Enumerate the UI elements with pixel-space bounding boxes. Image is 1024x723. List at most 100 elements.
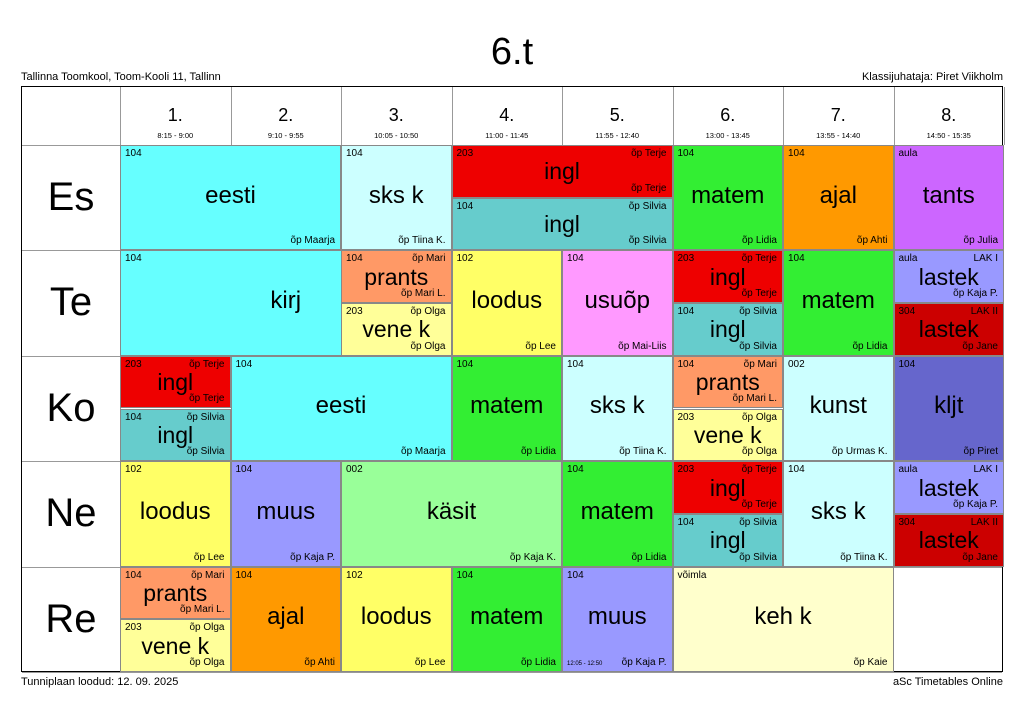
lesson-room: 304 [898, 306, 916, 318]
lesson-subject: ajal [819, 181, 857, 209]
lesson-cell[interactable]: 203 õp Olga vene k õp Olga [341, 303, 452, 356]
period-number: 6. [720, 105, 736, 125]
lesson-cell[interactable]: võimla keh k õp Kaie [672, 566, 894, 672]
lesson-room: 102 [346, 569, 363, 581]
lesson-teacher: õp Terje [631, 182, 667, 194]
lesson-subject: käsit [426, 497, 477, 525]
created-date: Tunniplaan loodud: 12. 09. 2025 [21, 676, 179, 688]
lesson-cell[interactable]: 203 õp Terje ingl õp Terje [120, 355, 231, 409]
lesson-cell[interactable]: 104 eesti õp Maarja [230, 355, 452, 462]
lesson-cell[interactable]: 002 käsit õp Kaja K. [341, 461, 562, 567]
lesson-room: 304 [898, 516, 916, 528]
grid-vline [1004, 87, 1005, 145]
lesson-cell[interactable]: 104 muus õp Kaja P. 12:05 - 12:50 [562, 566, 673, 672]
lesson-teacher-short: õp Silvia [628, 200, 667, 212]
lesson-cell[interactable]: 304 LAK II lastek õp Jane [893, 513, 1004, 567]
lesson-teacher: õp Silvia [739, 551, 777, 563]
lesson-group: LAK I [973, 253, 998, 265]
lesson-subject: ingl [709, 316, 746, 343]
lesson-teacher: õp Lidia [520, 446, 556, 458]
lesson-cell[interactable]: 102 loodus õp Lee [451, 250, 562, 356]
lesson-teacher: õp Julia [963, 235, 998, 247]
day-label: Te [49, 280, 93, 325]
lesson-room: 203 [346, 306, 363, 318]
lesson-room: võimla [677, 569, 707, 581]
lesson-cell[interactable]: 104 matem õp Lidia [783, 250, 894, 356]
lesson-subject: sks k [589, 392, 645, 420]
lesson-room: 102 [125, 464, 142, 476]
lesson-teacher: õp Jane [962, 340, 998, 352]
grid-vline [451, 87, 453, 145]
lesson-teacher: õp Mari L. [732, 393, 777, 405]
lesson-cell[interactable]: 203 õp Olga vene k õp Olga [120, 619, 231, 672]
lesson-subject: matem [470, 603, 544, 631]
day-label: Es [47, 175, 95, 219]
lesson-cell[interactable]: 104 matem õp Lidia [672, 145, 783, 251]
lesson-teacher: õp Kaja P. [953, 498, 998, 510]
lesson-subject: vene k [141, 632, 210, 659]
lesson-subject: ingl [709, 474, 746, 501]
lesson-cell[interactable]: 104 sks k õp Tiina K. [562, 355, 673, 462]
lesson-cell[interactable]: 304 LAK II lastek õp Jane [893, 303, 1004, 356]
lesson-subject: vene k [362, 316, 431, 343]
period-header: 4. 11:00 - 11:45 [452, 87, 563, 145]
lesson-room: 104 [567, 464, 584, 476]
lesson-subject: eesti [205, 181, 256, 209]
lesson-teacher: õp Mai-Liis [618, 340, 667, 352]
lesson-cell[interactable]: 104 ajal õp Ahti [230, 566, 341, 672]
lesson-room: 203 [677, 253, 695, 265]
period-number: 5. [609, 105, 625, 125]
lesson-cell[interactable]: 102 loodus õp Lee [120, 461, 231, 567]
lesson-cell[interactable]: 203 õp Terje ingl õp Terje [672, 250, 783, 304]
lesson-cell[interactable]: aula tants õp Julia [893, 145, 1004, 251]
lesson-room: 203 [125, 622, 142, 634]
lesson-cell[interactable]: 104 ajal õp Ahti [783, 145, 894, 251]
lesson-teacher: õp Mari L. [401, 288, 446, 300]
lesson-cell[interactable]: 104 matem õp Lidia [451, 566, 562, 672]
lesson-cell[interactable]: 104 kljt õp Piret [893, 355, 1004, 462]
lesson-cell[interactable]: 104 eesti õp Maarja [120, 145, 341, 251]
lesson-cell[interactable]: 203 õp Terje ingl õp Terje [451, 145, 673, 198]
lesson-cell[interactable]: 102 loodus õp Lee [341, 566, 452, 672]
lesson-room: 203 [456, 148, 474, 159]
lesson-cell[interactable]: 104 matem õp Lidia [562, 461, 673, 567]
lesson-cell[interactable]: 104 õp Mari prants õp Mari L. [120, 566, 231, 620]
lesson-teacher: õp Terje [741, 288, 777, 300]
period-header: 3. 10:05 - 10:50 [341, 87, 452, 145]
lesson-cell[interactable]: 203 õp Olga vene k õp Olga [672, 408, 783, 462]
grid-vline [893, 87, 895, 145]
lesson-cell[interactable]: 104 õp Mari prants õp Mari L. [341, 250, 452, 304]
period-header: 2. 9:10 - 9:55 [231, 87, 342, 145]
lesson-cell[interactable]: 104 matem õp Lidia [451, 355, 562, 462]
lesson-cell[interactable]: 104 muus õp Kaja P. [230, 461, 341, 567]
lesson-cell[interactable]: 203 õp Terje ingl õp Terje [672, 461, 783, 514]
lesson-cell[interactable]: 104 õp Silvia ingl õp Silvia [120, 408, 231, 462]
lesson-cell[interactable]: 104 õp Mari prants õp Mari L. [672, 355, 783, 409]
lesson-cell[interactable]: 104 sks k õp Tiina K. [783, 461, 894, 567]
lesson-subject: sks k [368, 181, 424, 209]
lesson-room: 104 [677, 516, 695, 528]
school-name: Tallinna Toomkool, Toom-Kooli 11, Tallin… [21, 71, 221, 83]
lesson-room: 104 [677, 358, 695, 370]
period-number: 4. [499, 105, 515, 125]
lesson-room: 102 [456, 253, 474, 265]
lesson-teacher-short: õp Terje [631, 148, 667, 159]
lesson-teacher: õp Mari L. [180, 604, 225, 616]
lesson-subject: kirj [270, 287, 302, 315]
lesson-cell[interactable]: 104 õp Silvia ingl õp Silvia [672, 513, 783, 567]
lesson-cell[interactable]: 104 usuõp õp Mai-Liis [562, 250, 673, 356]
lesson-cell[interactable]: 104 õp Silvia ingl õp Silvia [672, 303, 783, 356]
lesson-room: 104 [788, 253, 805, 265]
lesson-teacher: õp Silvia [628, 235, 667, 247]
lesson-teacher-short: õp Terje [741, 464, 777, 476]
lesson-teacher: õp Tiina K. [398, 235, 446, 247]
lesson-subject: ingl [157, 421, 194, 448]
lesson-teacher-short: õp Silvia [186, 411, 225, 423]
lesson-cell[interactable]: 002 kunst õp Urmas K. [783, 355, 894, 462]
lesson-teacher: õp Terje [741, 498, 777, 510]
lesson-cell[interactable]: 104 õp Silvia ingl õp Silvia [451, 197, 673, 251]
lesson-group: LAK II [970, 516, 998, 528]
lesson-cell[interactable]: 104 sks k õp Tiina K. [341, 145, 452, 251]
